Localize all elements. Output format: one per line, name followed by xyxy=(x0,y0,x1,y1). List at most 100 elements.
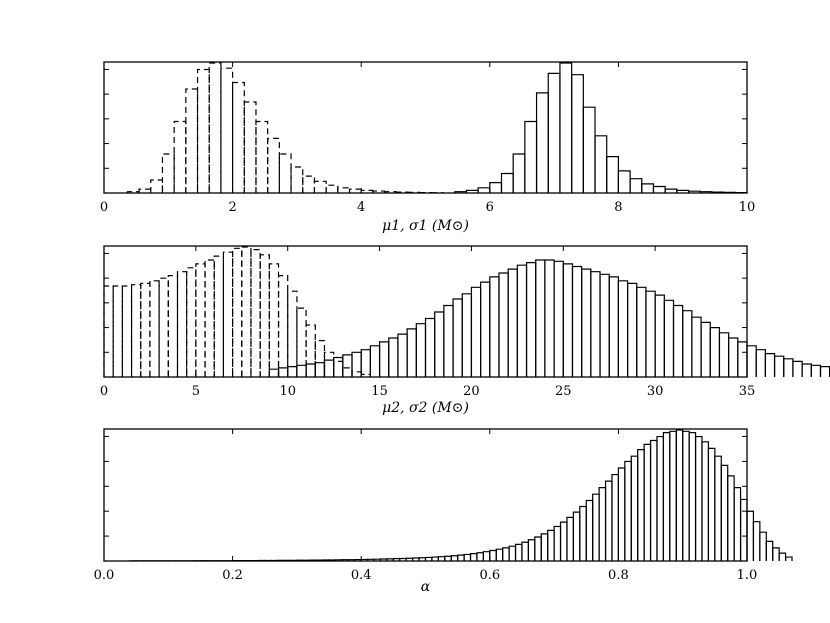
bar-solid-series-2-bin-13 xyxy=(378,341,390,377)
x-tick-label-6: 10 xyxy=(739,200,756,215)
bar-solid-series-1-bin-107 xyxy=(784,556,793,561)
bar-solid-series-2-bin-18 xyxy=(652,185,666,193)
x-tick-label-2: 5 xyxy=(192,384,200,399)
bar-solid-series-2-bin-21 xyxy=(452,298,463,377)
bar-dashed-series-1-bin-11 xyxy=(220,67,234,193)
bar-solid-series-1-bin-92 xyxy=(688,432,697,561)
bar-dashed-series-1-bin-8 xyxy=(167,275,179,377)
bar-solid-series-2-bin-36 xyxy=(590,271,601,377)
bar-solid-series-2-bin-10 xyxy=(559,62,573,193)
bar-solid-series-1-bin-98 xyxy=(727,475,735,561)
x-tick-label-3: 10 xyxy=(279,384,296,399)
bar-solid-series-1-bin-101 xyxy=(746,510,755,561)
bars-alpha xyxy=(129,429,793,562)
bar-solid-series-2-bin-26 xyxy=(498,272,509,377)
bar-solid-series-2-bin-50 xyxy=(718,332,730,377)
ticks-mu1-sigma1: 0 2 4 6 8 10 xyxy=(100,62,755,215)
x-tick-label-7: 30 xyxy=(647,384,664,399)
bar-solid-series-2-bin-18 xyxy=(424,317,436,377)
bar-solid-series-1-bin-77 xyxy=(592,493,600,561)
ticks-alpha: 0.0 0.2 0.4 0.6 0.8 1.0 xyxy=(94,429,757,583)
bar-solid-series-2-bin-61 xyxy=(819,366,830,377)
bar-solid-series-2-bin-30 xyxy=(535,259,546,377)
bar-solid-series-2-bin-3 xyxy=(477,187,491,193)
bar-solid-series-2-bin-25 xyxy=(489,276,500,377)
bar-solid-series-2-bin-55 xyxy=(764,353,776,377)
bar-solid-series-2-bin-14 xyxy=(606,156,619,193)
bar-solid-series-1-bin-58 xyxy=(469,553,478,561)
bar-dashed-series-1-bin-15 xyxy=(232,247,243,377)
xlabel-alpha: α xyxy=(421,579,431,595)
bar-solid-series-2-bin-57 xyxy=(783,358,794,377)
bar-solid-series-1-bin-75 xyxy=(579,505,587,561)
bar-dashed-series-1-bin-18 xyxy=(259,254,270,377)
bar-dashed-series-1-bin-15 xyxy=(267,137,280,193)
bar-solid-series-2-bin-23 xyxy=(470,286,482,377)
bar-solid-series-2-bin-17 xyxy=(415,323,427,377)
bar-solid-series-2-bin-38 xyxy=(608,276,619,377)
x-tick-label-4: 0.6 xyxy=(479,568,500,583)
bar-solid-series-1-bin-93 xyxy=(694,435,703,561)
bar-solid-series-1-bin-69 xyxy=(540,533,549,561)
bar-solid-series-2-bin-43 xyxy=(654,294,665,377)
bar-solid-series-1-bin-63 xyxy=(502,547,510,561)
bar-solid-series-1-bin-87 xyxy=(656,435,665,561)
bar-dashed-series-1-bin-14 xyxy=(255,120,269,193)
bar-solid-series-1-bin-82 xyxy=(624,460,632,561)
bar-solid-series-2-bin-24 xyxy=(480,281,491,377)
bar-solid-series-1-bin-76 xyxy=(585,499,594,561)
bar-solid-series-1-bin-81 xyxy=(617,467,626,561)
bar-solid-series-2-bin-4 xyxy=(489,182,503,193)
bar-dashed-series-1-bin-18 xyxy=(302,175,316,193)
bar-solid-series-2-bin-6 xyxy=(512,153,526,193)
bar-solid-series-2-bin-4 xyxy=(296,364,307,377)
bar-dashed-series-1-bin-19 xyxy=(313,180,327,193)
bar-solid-series-2-bin-7 xyxy=(323,359,335,377)
bar-solid-series-2-bin-31 xyxy=(544,259,555,377)
bar-solid-series-2-bin-16 xyxy=(406,328,417,377)
x-tick-label-1: 0.0 xyxy=(94,568,115,583)
bar-solid-series-2-bin-2 xyxy=(277,367,289,377)
x-tick-label-3: 0.4 xyxy=(351,568,372,583)
bar-solid-series-1-bin-73 xyxy=(566,516,574,561)
bar-solid-series-2-bin-28 xyxy=(516,264,528,377)
x-tick-label-2: 2 xyxy=(228,200,236,215)
bar-dashed-series-1-bin-6 xyxy=(149,280,160,377)
bar-solid-series-2-bin-19 xyxy=(434,311,445,377)
ticks-mu2-sigma2: 0 5 10 15 20 25 30 35 xyxy=(100,246,755,399)
bar-dashed-series-1-bin-16 xyxy=(278,153,292,193)
bar-solid-series-1-bin-62 xyxy=(495,548,504,561)
xlabel-mu1-sigma1: μ1, σ1 (M⊙) xyxy=(382,218,469,234)
bar-solid-series-2-bin-5 xyxy=(500,172,514,193)
bar-solid-series-2-bin-40 xyxy=(626,282,638,377)
bar-solid-series-2-bin-59 xyxy=(801,363,812,377)
bar-solid-series-1-bin-102 xyxy=(752,521,761,561)
bar-solid-series-2-bin-13 xyxy=(594,135,608,193)
x-tick-label-4: 15 xyxy=(371,384,388,399)
bar-solid-series-2-bin-48 xyxy=(700,321,711,377)
bar-dashed-series-1-bin-27 xyxy=(342,367,353,377)
bar-dashed-series-1-bin-6 xyxy=(161,153,175,193)
bar-solid-series-2-bin-47 xyxy=(691,316,702,377)
bars-mu2-sigma2 xyxy=(103,246,830,377)
bar-solid-series-1-bin-85 xyxy=(643,443,652,561)
bar-dashed-series-1-bin-24 xyxy=(314,340,326,377)
bar-solid-series-1-bin-99 xyxy=(733,487,742,561)
bar-solid-series-2-bin-8 xyxy=(535,92,549,193)
bar-dashed-series-1-bin-17 xyxy=(290,166,304,193)
bar-solid-series-1-bin-57 xyxy=(463,553,472,561)
bar-solid-series-1-bin-70 xyxy=(547,529,555,561)
bar-solid-series-2-bin-22 xyxy=(461,293,473,377)
bar-solid-series-2-bin-52 xyxy=(737,341,748,377)
bar-solid-series-2-bin-14 xyxy=(388,337,399,377)
bar-solid-series-2-bin-15 xyxy=(617,170,631,193)
bar-solid-series-1-bin-67 xyxy=(527,539,536,561)
bar-solid-series-1-bin-71 xyxy=(553,525,562,561)
bar-solid-series-2-bin-45 xyxy=(672,304,684,377)
bar-solid-series-2-bin-17 xyxy=(641,183,655,193)
bar-solid-series-2-bin-39 xyxy=(617,280,629,377)
bar-solid-series-2-bin-53 xyxy=(746,345,757,377)
bar-dashed-series-1-bin-7 xyxy=(173,120,187,193)
bar-solid-series-2-bin-6 xyxy=(314,362,326,377)
xlabel-mu2-sigma2: μ2, σ2 (M⊙) xyxy=(382,400,469,416)
